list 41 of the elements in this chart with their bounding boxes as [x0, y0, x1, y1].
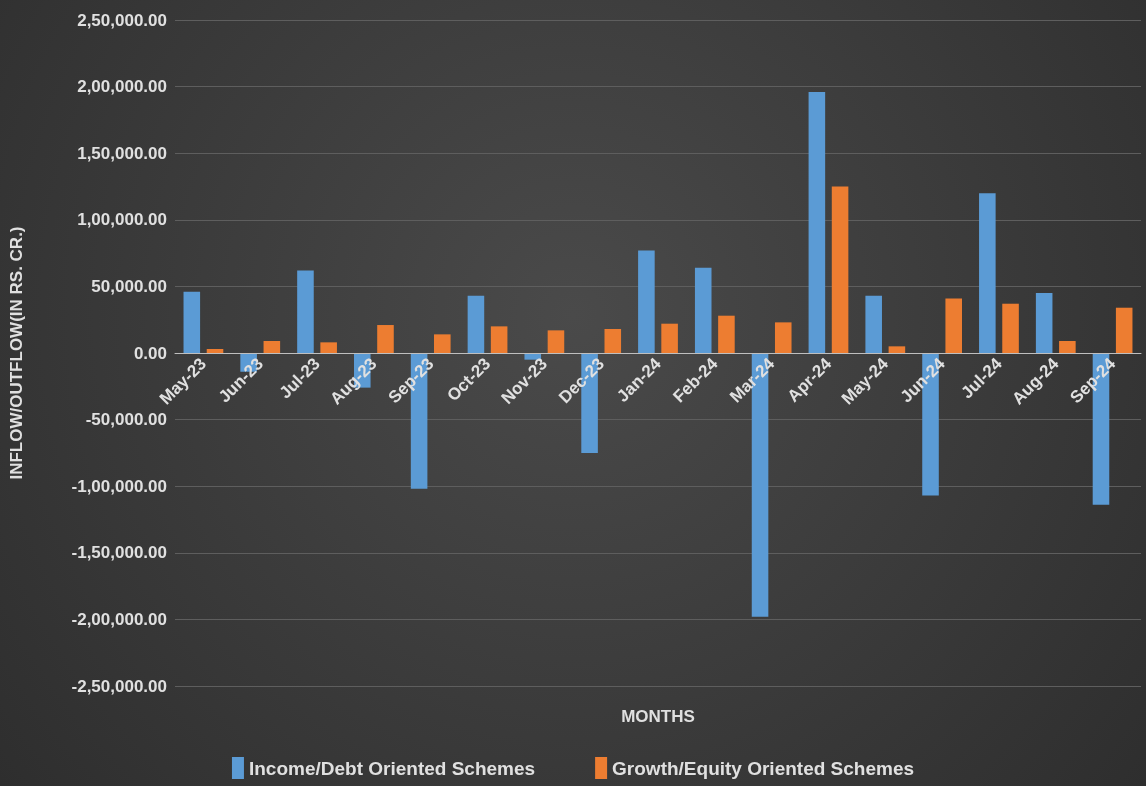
y-axis-title: INFLOW/OUTFLOW(IN RS. CR.): [7, 226, 26, 480]
y-tick-label: 0.00: [133, 343, 167, 363]
legend-label: Income/Debt Oriented Schemes: [248, 757, 536, 779]
bar: [1059, 341, 1076, 353]
bar: [297, 270, 314, 353]
bar: [888, 346, 906, 353]
bar: [808, 91, 826, 353]
bar: [434, 334, 451, 353]
bar: [979, 193, 996, 353]
x-axis-title: MONTHS: [621, 707, 695, 726]
legend-label: Growth/Equity Oriented Schemes: [612, 757, 915, 779]
bar: [694, 267, 712, 353]
bar: [1002, 303, 1019, 353]
bar: [320, 342, 337, 353]
bar: [718, 315, 735, 353]
bar: [263, 341, 281, 353]
y-tick-label: 50,000.00: [91, 276, 167, 296]
bar: [206, 349, 224, 353]
y-tick-label: 2,00,000.00: [77, 77, 167, 97]
bar: [831, 186, 849, 353]
bar: [774, 322, 792, 353]
bar: [377, 325, 394, 353]
y-tick-label: 2,50,000.00: [77, 10, 167, 30]
y-tick-label: -1,50,000.00: [71, 543, 167, 563]
bar: [183, 291, 201, 353]
y-tick-label: -2,00,000.00: [71, 609, 167, 629]
y-tick-label: 1,00,000.00: [77, 210, 167, 230]
y-tick-label: -1,00,000.00: [71, 476, 167, 496]
y-tick-label: -2,50,000.00: [71, 676, 167, 696]
y-tick-label: 1,50,000.00: [77, 143, 167, 163]
bar: [1035, 293, 1053, 353]
y-tick-label: -50,000.00: [85, 410, 167, 430]
bar: [467, 295, 485, 353]
bar: [490, 326, 508, 353]
bar: [661, 323, 678, 353]
bar: [865, 295, 882, 353]
bar: [547, 330, 565, 353]
bar: [945, 298, 963, 353]
bar: [604, 329, 622, 353]
bar: [1115, 307, 1133, 353]
bar: [638, 250, 655, 353]
